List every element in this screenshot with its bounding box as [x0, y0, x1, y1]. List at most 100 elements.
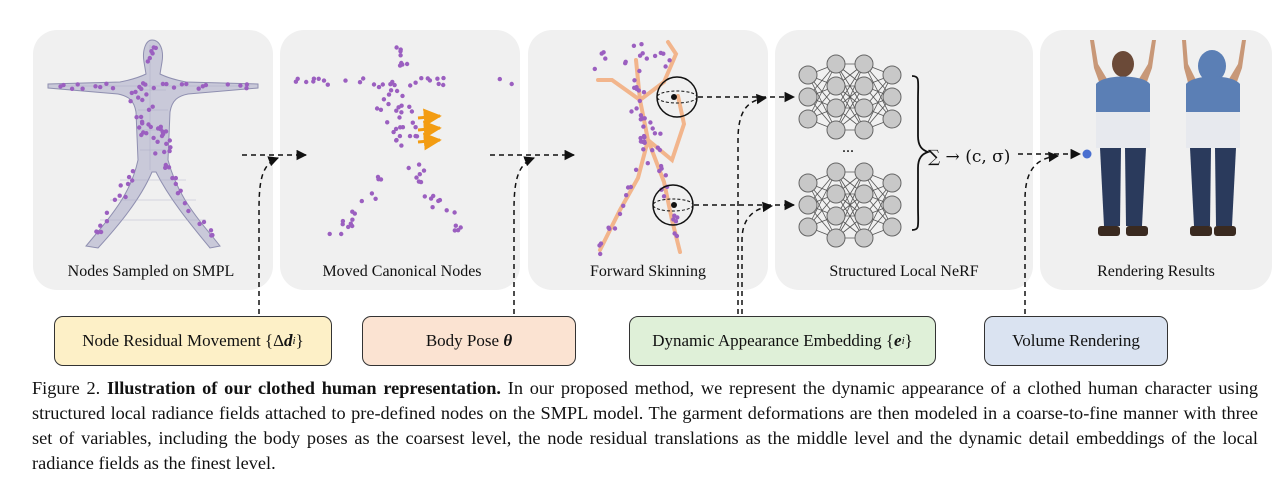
nn-neuron: [798, 87, 818, 107]
moved-node: [392, 82, 397, 88]
moved-node: [378, 177, 384, 182]
nn-edge: [835, 171, 865, 239]
moved-node: [295, 76, 300, 82]
nn-edge: [807, 63, 837, 120]
smpl-node: [139, 86, 144, 92]
moved-node: [311, 76, 317, 81]
moved-node: [397, 115, 402, 120]
smpl-node: [69, 86, 75, 92]
moved-node: [417, 172, 422, 177]
smpl-node: [128, 99, 133, 104]
nn-edge: [863, 182, 893, 239]
smpl-node: [170, 175, 175, 181]
caption-prefix: Figure 2.: [32, 378, 108, 398]
skinning-node: [636, 88, 641, 93]
skinning-node: [634, 106, 639, 111]
zoom-ellipse-lower: [652, 198, 694, 212]
nn-neuron: [798, 65, 818, 85]
moved-node: [394, 108, 399, 113]
nn-neuron: [854, 184, 874, 204]
skinning-node: [640, 51, 645, 56]
smpl-node: [166, 165, 172, 170]
smpl-node: [143, 82, 148, 87]
moved-node: [350, 217, 355, 222]
nn-neuron: [854, 98, 874, 118]
smpl-node: [196, 86, 201, 91]
nn-neuron: [882, 87, 902, 107]
rendered-human-front: [1090, 40, 1156, 236]
smpl-node: [151, 45, 156, 50]
skinning-node: [652, 131, 658, 136]
moved-node: [455, 228, 461, 233]
moved-node: [436, 81, 441, 87]
moved-node: [373, 196, 378, 201]
smpl-node: [163, 129, 169, 134]
moved-node: [399, 143, 404, 148]
smpl-node: [130, 178, 135, 183]
smpl-node: [197, 221, 202, 227]
moved-node: [394, 138, 399, 143]
moved-node: [413, 125, 418, 130]
moved-node: [398, 49, 403, 54]
smpl-node: [140, 97, 145, 103]
figure-caption: Figure 2. Illustration of our clothed hu…: [32, 376, 1258, 476]
moved-node: [509, 81, 514, 87]
moved-node: [375, 174, 381, 180]
nn-neuron: [854, 76, 874, 96]
skinning-node: [623, 61, 628, 66]
smpl-node: [144, 92, 149, 97]
smpl-node-points: [58, 45, 250, 238]
node-residual-var: d: [284, 331, 293, 350]
moved-node: [357, 80, 363, 85]
skinning-node: [628, 184, 634, 190]
moved-node: [339, 231, 344, 237]
moved-node: [410, 120, 415, 125]
moved-node: [381, 97, 387, 102]
moved-node: [441, 75, 446, 81]
moved-node: [441, 82, 446, 88]
moved-node: [414, 175, 419, 180]
nn-neuron: [826, 162, 846, 182]
skinning-node: [641, 133, 647, 139]
skinning-node: [597, 243, 602, 248]
smpl-node: [110, 86, 116, 91]
skinning-node: [645, 161, 650, 166]
skinning-node: [633, 167, 639, 172]
smpl-node: [133, 89, 138, 95]
moved-node: [406, 165, 411, 171]
skinning-node: [606, 225, 611, 230]
moved-node: [422, 194, 427, 199]
moved-node: [369, 191, 375, 196]
moved-node: [413, 80, 418, 85]
nn-neuron: [854, 228, 874, 248]
moved-node: [414, 134, 420, 139]
smpl-node: [164, 81, 169, 87]
smpl-node: [173, 181, 178, 187]
skinning-node: [658, 131, 663, 136]
smpl-node: [123, 194, 128, 200]
smpl-node: [179, 82, 185, 87]
skinning-node: [601, 50, 606, 55]
moved-node: [371, 82, 377, 87]
caption-body: In our proposed method, we represent the…: [32, 378, 1258, 473]
skinning-node-points: [592, 42, 680, 257]
moved-node: [304, 79, 309, 85]
skinning-node: [631, 43, 637, 48]
smpl-node: [171, 85, 177, 90]
moved-node: [388, 82, 393, 87]
nn-neuron: [854, 54, 874, 74]
moved-node: [398, 125, 403, 130]
moved-node: [436, 198, 441, 204]
moved-node: [452, 228, 457, 233]
caption-title: Illustration of our clothed human repres…: [107, 378, 501, 398]
moved-node: [340, 218, 346, 224]
panel-local-nerf: [775, 30, 1033, 290]
skinning-node: [603, 56, 608, 61]
moved-node: [444, 208, 449, 213]
smpl-node: [164, 141, 169, 146]
nerf-ellipsis: ...: [842, 139, 854, 156]
panel-label-1: Nodes Sampled on SMPL: [68, 263, 235, 280]
smpl-node: [75, 82, 80, 87]
zoom-point-lower: [671, 202, 677, 208]
skinning-node: [598, 251, 603, 257]
